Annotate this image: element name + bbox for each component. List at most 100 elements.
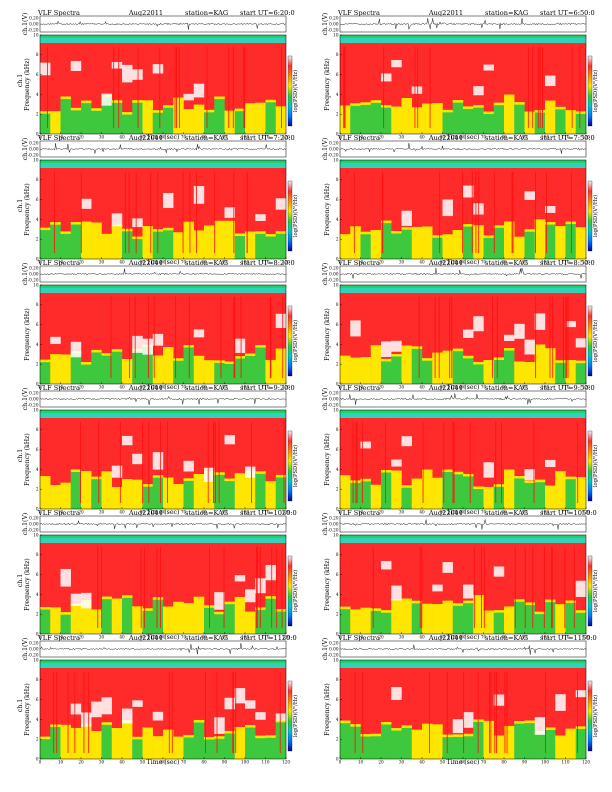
y-tick-label: 8 — [336, 552, 339, 557]
spectrogram-cell — [360, 478, 371, 509]
waveform-axis-label: ch.1(V) — [322, 638, 329, 661]
start-label: start UT — [240, 259, 268, 267]
x-tick-label: 100 — [541, 635, 549, 640]
spectrogram-cell — [193, 596, 205, 634]
spectrogram-cell — [224, 207, 235, 218]
spectrogram-cell — [40, 287, 286, 293]
spectrogram-cell — [419, 546, 421, 629]
spectrogram-cell — [193, 719, 205, 723]
spectrogram-cell — [204, 360, 215, 384]
spectrogram-cell — [370, 484, 382, 488]
spectrogram-cell — [255, 735, 266, 739]
spectrogram-cell — [137, 46, 139, 129]
x-axis-label: Time (sec) — [447, 509, 480, 516]
spectrogram-cell — [514, 721, 525, 759]
waveform-trace — [39, 20, 287, 30]
spectrogram-cell — [577, 671, 578, 754]
station-label: station=KAG — [485, 509, 528, 517]
spectrogram-cell — [555, 471, 566, 509]
spectrogram-cell — [50, 485, 61, 509]
spectrogram-cell — [543, 546, 545, 629]
spectrogram-cell — [243, 46, 245, 129]
colorbar-label: log(PSD)(V²/Hz) — [592, 70, 599, 112]
spectrogram-cell — [511, 171, 513, 254]
spectrogram-cell — [91, 609, 102, 634]
waveform-tick-label: 0.00 — [29, 271, 39, 276]
y-tick-label: 0 — [36, 631, 39, 636]
spectrogram-cell — [101, 722, 112, 759]
x-tick-label: 50 — [440, 760, 446, 765]
waveform-panel — [339, 640, 587, 658]
spectrogram-cell — [232, 46, 234, 129]
spectrogram-cell — [514, 599, 525, 602]
spectrogram-cell — [382, 171, 384, 254]
spectrogram-cell — [167, 421, 168, 504]
spectrogram-cell — [132, 736, 143, 740]
spectrogram-cell — [79, 421, 81, 504]
x-tick-label: 0 — [39, 260, 42, 265]
x-tick-label: 120 — [282, 260, 290, 265]
waveform-tick-label: 0.20 — [29, 640, 39, 645]
y-tick-label: 10 — [333, 282, 339, 287]
waveform-panel — [339, 390, 587, 408]
waveform-tick-label: 0.00 — [329, 21, 339, 26]
spectrogram-cell — [370, 733, 382, 759]
waveform-panel — [39, 640, 287, 658]
waveform-trace — [339, 18, 587, 30]
waveform-tick-label: 0.00 — [329, 521, 339, 526]
spectrogram-cell — [269, 296, 271, 379]
waveform-tick-label: 0.00 — [29, 646, 39, 651]
spectrogram-cell — [350, 320, 361, 337]
spectrogram-cell — [452, 603, 464, 634]
spectrogram-cell — [275, 609, 287, 612]
spectrogram-cell — [50, 111, 61, 134]
start-time: =7:50:0 — [568, 134, 595, 142]
spectrogram-cell — [70, 703, 82, 715]
y-tick-label: 4 — [336, 342, 339, 347]
spectrogram-cell — [110, 296, 112, 379]
x-tick-label: 70 — [481, 260, 487, 265]
spectrogram-cell — [350, 357, 361, 361]
chart-date: Aug22011 — [428, 634, 463, 642]
spectrogram-cell — [401, 485, 412, 488]
spectrogram-cell — [555, 604, 566, 634]
spectrogram-cell — [40, 285, 286, 288]
spectrogram-cell — [535, 296, 537, 379]
x-tick-label: 100 — [541, 385, 549, 390]
spectrogram-cell — [579, 46, 581, 129]
spectrogram-cell — [381, 469, 392, 473]
x-tick-label: 20 — [78, 385, 84, 390]
x-tick-label: 0 — [339, 635, 342, 640]
spectrogram-cell — [473, 486, 484, 509]
spectrogram-cell — [483, 462, 494, 478]
spectrogram-cell — [40, 35, 286, 38]
spectrogram-cell — [60, 96, 71, 134]
spectrogram-cell — [473, 361, 484, 365]
spectrogram-cell — [122, 359, 133, 362]
spectrogram-cell — [567, 296, 569, 379]
x-tick-label: 0 — [339, 260, 342, 265]
station-label: station=KAG — [485, 9, 528, 17]
chart-date: Aug22011 — [128, 259, 163, 267]
spectrogram-cell — [496, 296, 498, 379]
waveform-axis-label: ch.1(V) — [22, 513, 29, 536]
x-tick-label: 60 — [160, 760, 166, 765]
spectrogram-cell — [132, 700, 143, 707]
spectrogram-heatmap — [39, 409, 287, 510]
spectrogram-cell — [401, 345, 412, 384]
y-tick-label: 0 — [36, 256, 39, 261]
spectrogram-cell — [370, 100, 382, 134]
spectrogram-cell — [152, 355, 164, 359]
spectrogram-cell — [443, 421, 445, 504]
x-tick-label: 120 — [582, 260, 590, 265]
x-tick-label: 90 — [222, 635, 228, 640]
spectrogram-cell — [490, 671, 492, 754]
spectrogram-cell — [340, 355, 351, 384]
x-tick-label: 80 — [201, 385, 207, 390]
spectrogram-cell — [140, 546, 142, 629]
spectrogram-cell — [452, 471, 464, 475]
waveform-tick-label: 0.00 — [329, 396, 339, 401]
spectrogram-cell — [575, 360, 587, 364]
spectrogram-cell — [352, 421, 354, 504]
spectrogram-cell — [355, 421, 357, 504]
